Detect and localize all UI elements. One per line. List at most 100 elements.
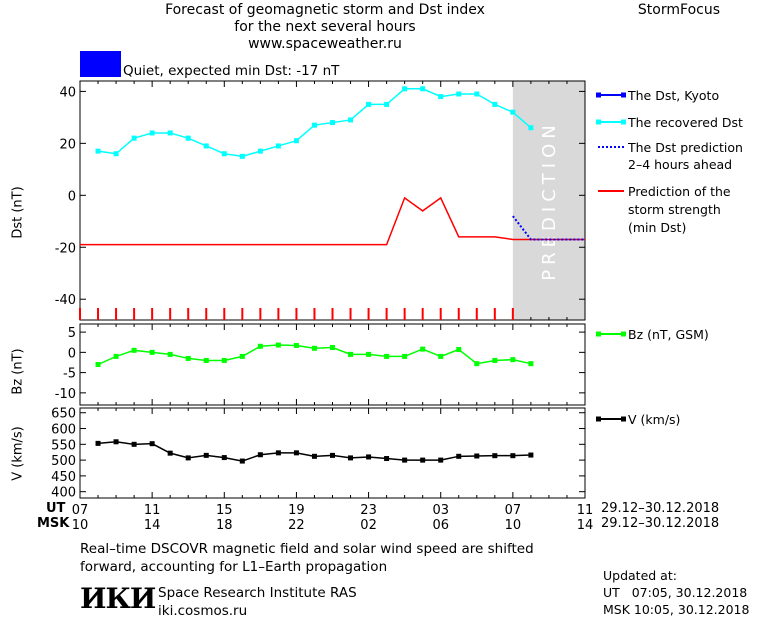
bz-ytick-label: 0 (68, 346, 76, 361)
msk-tick-label: 06 (432, 518, 449, 533)
v-legend-marker-right (621, 416, 626, 422)
v-ytick-label: 450 (51, 470, 76, 485)
dst-ytick-label: -20 (55, 241, 76, 256)
v-ytick-label: 500 (51, 454, 76, 469)
ut-tick-label: 03 (432, 503, 449, 518)
recovered-dst-point (185, 135, 191, 141)
v-ytick-label: 600 (51, 423, 76, 438)
recovered-dst-point (221, 151, 227, 157)
dst-ytick-label: -40 (55, 293, 76, 308)
msk-tick-label: 14 (577, 518, 594, 533)
recovered-dst-point (456, 91, 462, 97)
bz-point (456, 347, 462, 353)
bz-ylabel: Bz (nT) (10, 348, 26, 395)
recovered-legend-marker-left (596, 119, 601, 125)
bz-point (438, 353, 444, 359)
recovered-dst-point (366, 101, 372, 107)
legend-prediction-1: The Dst prediction (628, 140, 743, 155)
v-point (293, 450, 299, 456)
dst-ylabel: Dst (nT) (10, 186, 26, 239)
legend-v: V (km/s) (628, 412, 681, 427)
v-ytick-label: 550 (51, 438, 76, 453)
bz-point (311, 345, 317, 351)
v-ylabel: V (km/s) (10, 426, 26, 481)
recovered-dst-point (402, 86, 408, 92)
v-point (203, 452, 209, 458)
legend-dst-kyoto: The Dst, Kyoto (628, 88, 720, 103)
v-point (438, 457, 444, 463)
bz-panel-frame (79, 323, 586, 406)
updated-ut: UT 07:05, 30.12.2018 (603, 585, 748, 600)
legend-storm-2: storm strength (628, 202, 721, 217)
v-point (95, 440, 101, 446)
recovered-dst-point (275, 143, 281, 149)
recovered-dst-point (293, 138, 299, 144)
recovered-dst-point (113, 151, 119, 157)
bz-point (348, 351, 354, 357)
recovered-dst-point (510, 109, 516, 115)
v-point (167, 450, 173, 456)
bz-point (474, 361, 480, 367)
v-point (239, 458, 245, 464)
updated-label: Updated at: (603, 568, 677, 583)
status-color-box (80, 51, 121, 77)
institute-name: Space Research Institute RAS (158, 585, 357, 601)
msk-label: MSK (37, 516, 70, 531)
v-point (113, 439, 119, 445)
recovered-dst-point (239, 153, 245, 159)
msk-tick-label: 10 (505, 518, 522, 533)
recovered-dst-point (420, 86, 426, 92)
bz-point (420, 346, 426, 352)
msk-tick-label: 02 (360, 518, 377, 533)
chart-title-line-2: for the next several hours (234, 19, 416, 35)
msk-tick-label: 18 (216, 518, 233, 533)
recovered-dst-point (384, 101, 390, 107)
v-point (311, 453, 317, 459)
v-point (221, 455, 227, 461)
dst-panel-frame (79, 80, 586, 321)
v-point (366, 454, 372, 460)
ut-tick-label: 07 (505, 503, 522, 518)
institute-site[interactable]: iki.cosmos.ru (158, 603, 248, 619)
bz-point (492, 357, 498, 363)
bz-ytick-label: -10 (55, 387, 76, 402)
bz-point (293, 342, 299, 348)
legend-bz: Bz (nT, GSM) (628, 327, 709, 342)
v-point (420, 457, 426, 463)
bz-legend-marker-right (621, 331, 626, 337)
bz-legend-marker-left (596, 331, 601, 337)
v-legend-marker-left (596, 416, 601, 422)
dst-ytick-label: 0 (68, 189, 76, 204)
recovered-dst-point (492, 101, 498, 107)
legend-recovered-dst: The recovered Dst (628, 115, 743, 130)
v-ytick-label: 650 (51, 407, 76, 422)
chart-title-url[interactable]: www.spaceweather.ru (248, 36, 402, 52)
msk-tick-label: 10 (72, 518, 89, 533)
recovered-dst-point (167, 130, 173, 136)
v-point (330, 452, 335, 458)
recovered-dst-point (131, 135, 137, 141)
v-point (510, 453, 516, 459)
updated-msk: MSK 10:05, 30.12.2018 (603, 602, 750, 617)
recovered-dst-point (203, 143, 209, 149)
prediction-band-label: PREDICTION (539, 120, 560, 280)
ut-tick-label: 11 (577, 503, 594, 518)
v-point (275, 450, 281, 456)
bz-point (330, 344, 335, 350)
status-text: Quiet, expected min Dst: -17 nT (123, 63, 340, 79)
series-storm-strength (80, 196, 585, 246)
legend-prediction-2: 2–4 hours ahead (628, 157, 733, 172)
bz-point (366, 351, 372, 357)
footnote-line-1: Real–time DSCOVR magnetic field and sola… (80, 541, 534, 557)
bz-point (167, 351, 173, 357)
v-point (131, 441, 137, 447)
recovered-dst-point (311, 122, 317, 128)
ut-tick-label: 11 (144, 503, 161, 518)
v-point (384, 456, 390, 462)
recovered-legend-marker-right (621, 119, 626, 125)
recovered-dst-point (438, 94, 444, 100)
v-point (185, 455, 191, 461)
brand-storm-focus: StormFocus (637, 2, 720, 18)
v-point (402, 457, 408, 463)
